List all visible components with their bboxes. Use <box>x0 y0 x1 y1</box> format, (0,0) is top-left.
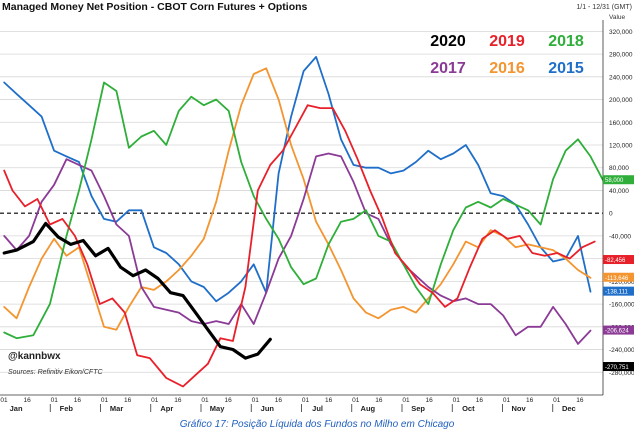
x-day-tick: 01 <box>553 397 561 404</box>
last-value-label: -270,751 <box>605 365 629 371</box>
y-tick-label: -240,000 <box>609 347 634 354</box>
x-day-tick: 16 <box>576 397 584 404</box>
legend-entry-2015: 2015 <box>548 60 584 77</box>
y-tick-label: 40,000 <box>609 188 629 195</box>
last-value-label: 58,000 <box>605 178 624 184</box>
x-month-label: Jul <box>312 404 323 413</box>
x-month-label: Dec <box>562 404 576 413</box>
last-value-badge <box>603 175 634 185</box>
watermark: @kannbwx <box>8 351 61 362</box>
x-month-label: Oct <box>462 404 475 413</box>
x-day-tick: 01 <box>51 397 59 404</box>
legend-entry-2017: 2017 <box>430 60 466 77</box>
legend-entry-2018: 2018 <box>548 33 584 50</box>
series-line-2017 <box>3 152 592 345</box>
series-lines <box>2 56 604 388</box>
x-day-tick: 16 <box>74 397 82 404</box>
last-value-badge <box>603 272 634 282</box>
x-day-tick: 16 <box>174 397 182 404</box>
y-tick-label: 120,000 <box>609 143 633 150</box>
last-value-labels: 58,000 -82,456 -113,646 -138,111 -206,624 -27… <box>603 175 634 372</box>
x-day-tick: 16 <box>426 397 434 404</box>
last-value-badge <box>603 325 634 335</box>
x-month-label: Apr <box>160 404 173 413</box>
axes: 320,000 280,000 240,000 200,000 160,000 120,0… <box>0 20 634 413</box>
x-day-tick: 01 <box>302 397 310 404</box>
x-month-label: Jan <box>10 404 23 413</box>
x-day-tick: 01 <box>503 397 511 404</box>
y-tick-label: -280,000 <box>609 370 634 377</box>
legend-entry-2016: 2016 <box>489 60 525 77</box>
last-value-label: -138,111 <box>605 290 628 296</box>
x-day-tick: 16 <box>275 397 283 404</box>
x-day-tick: 16 <box>526 397 534 404</box>
x-month-label: Nov <box>511 404 526 413</box>
x-day-tick: 01 <box>151 397 159 404</box>
x-day-tick: 01 <box>402 397 410 404</box>
y-tick-label: 80,000 <box>609 165 629 172</box>
x-month-label: Feb <box>60 404 74 413</box>
x-day-tick: 16 <box>124 397 132 404</box>
y-tick-label: 160,000 <box>609 120 633 127</box>
source-note: Sources: Refinitiv Eikon/CFTC <box>8 369 103 376</box>
y-tick-label: 0 <box>609 211 613 218</box>
y-tick-label: 280,000 <box>609 52 633 59</box>
series-line-2019 <box>3 104 596 388</box>
x-day-tick: 01 <box>0 397 8 404</box>
y-tick-label: -120,000 <box>609 279 634 286</box>
chart-title: Managed Money Net Position - CBOT Corn F… <box>2 1 308 13</box>
last-value-badge <box>603 362 634 372</box>
x-day-tick: 01 <box>101 397 109 404</box>
legend-entry-2019: 2019 <box>489 33 525 50</box>
x-day-tick: 16 <box>375 397 383 404</box>
last-value-badge <box>603 286 634 296</box>
x-month-label: May <box>210 404 225 413</box>
x-day-tick: 01 <box>352 397 360 404</box>
x-day-tick: 16 <box>225 397 233 404</box>
x-month-label: Aug <box>361 404 376 413</box>
value-axis-label: Value <box>609 14 626 21</box>
last-value-label: -82,456 <box>605 258 626 264</box>
series-line-2018 <box>3 81 604 340</box>
series-line-2020 <box>2 221 272 360</box>
x-month-label: Sep <box>411 404 425 413</box>
x-month-label: Mar <box>110 404 123 413</box>
x-month-label: Jun <box>261 404 275 413</box>
x-day-tick: 16 <box>476 397 484 404</box>
last-value-label: -206,624 <box>605 329 629 335</box>
y-tick-label: 320,000 <box>609 29 633 36</box>
x-day-tick: 16 <box>325 397 333 404</box>
y-tick-label: -160,000 <box>609 302 634 309</box>
y-tick-label: -40,000 <box>609 233 631 240</box>
y-tick-label: 200,000 <box>609 97 633 104</box>
series-line-2015 <box>3 56 592 303</box>
legend-entry-2020: 2020 <box>430 33 466 50</box>
x-day-tick: 16 <box>24 397 32 404</box>
figure-caption: Gráfico 17: Posição Líquida dos Fundos n… <box>179 419 455 430</box>
x-day-tick: 01 <box>252 397 260 404</box>
legend: 2020 2019 2018 2017 2016 2015 <box>430 33 584 77</box>
date-range: 1/1 - 12/31 (GMT) <box>576 4 632 11</box>
y-tick-label: 240,000 <box>609 74 633 81</box>
last-value-badge <box>603 255 634 265</box>
x-day-tick: 01 <box>453 397 461 404</box>
last-value-label: -113,646 <box>605 276 629 282</box>
x-day-tick: 01 <box>201 397 209 404</box>
